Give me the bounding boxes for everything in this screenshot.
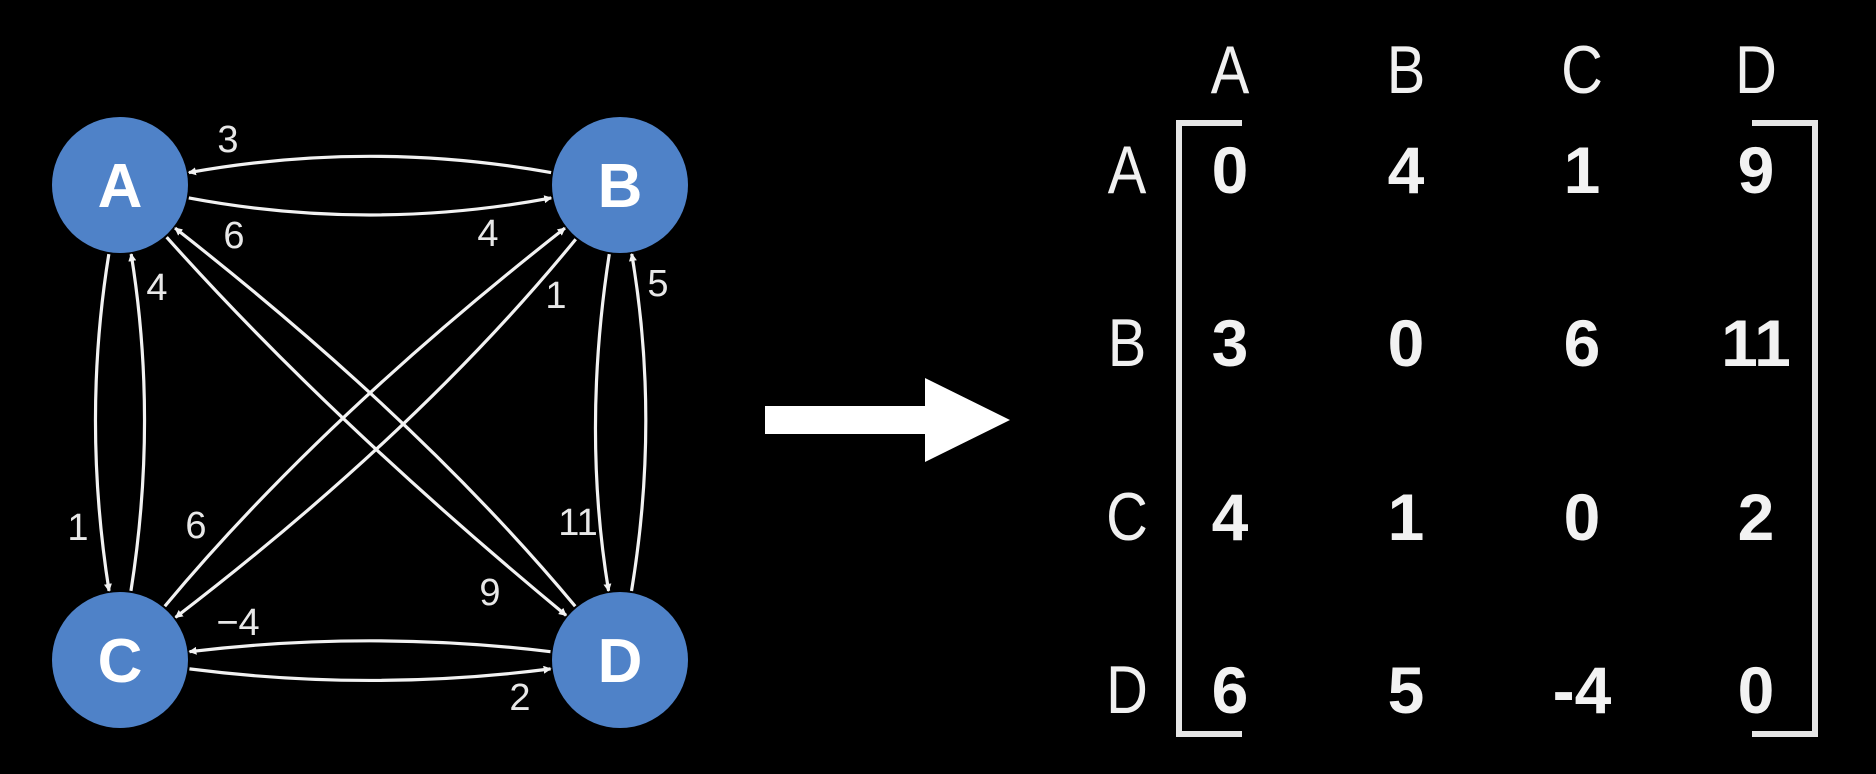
edge-weight-d-to-c: −4: [216, 602, 259, 644]
edge-d-to-a: [174, 226, 577, 608]
edge-d-to-b: [628, 253, 648, 592]
right-arrow-icon: [765, 378, 1010, 462]
matrix-left-bracket: [1176, 120, 1242, 737]
edge-weight-a-to-b: 4: [477, 213, 498, 255]
matrix-cell: 6: [1211, 653, 1249, 727]
row-header-b: B: [1107, 305, 1147, 381]
node-label-b: B: [598, 152, 643, 221]
matrix-right-bracket: [1752, 120, 1818, 737]
matrix-cell: 0: [1211, 133, 1249, 207]
node-c: [52, 592, 188, 728]
edge-b-to-c: [174, 238, 577, 619]
edge-c-to-a: [128, 253, 147, 592]
column-header-d: D: [1735, 32, 1777, 108]
matrix-cell: 0: [1387, 306, 1425, 380]
edge-d-to-c: [188, 639, 551, 655]
edge-weight-a-to-c: 1: [67, 507, 88, 549]
matrix-cell: 5: [1387, 653, 1425, 727]
edge-c-to-d: [189, 665, 552, 683]
edge-a-to-c: [93, 253, 112, 592]
node-d: [552, 592, 688, 728]
node-a: [52, 117, 188, 253]
edge-weight-c-to-a: 4: [146, 267, 167, 309]
edge-b-to-a: [187, 154, 552, 176]
matrix-cell: 0: [1563, 480, 1601, 554]
node-b: [552, 117, 688, 253]
column-header-c: C: [1561, 32, 1603, 108]
node-label-c: C: [98, 627, 143, 696]
edge-weight-a-to-d: 9: [479, 572, 500, 614]
row-header-a: A: [1107, 132, 1147, 208]
edge-weight-c-to-d: 2: [509, 677, 530, 719]
edge-weight-b-to-c: 6: [185, 505, 206, 547]
node-label-a: A: [98, 152, 143, 221]
matrix-cell: 6: [1563, 306, 1601, 380]
column-header-a: A: [1210, 32, 1250, 108]
matrix-cell: 0: [1737, 653, 1775, 727]
edge-a-to-b: [188, 195, 553, 217]
row-header-d: D: [1106, 652, 1148, 728]
matrix-cell: -4: [1552, 653, 1612, 727]
matrix-cell: 1: [1563, 133, 1601, 207]
matrix-cell: 4: [1211, 480, 1249, 554]
edge-a-to-d: [165, 236, 568, 617]
edge-weight-b-to-d: 11: [558, 502, 597, 544]
matrix-cell: 9: [1737, 133, 1775, 207]
edge-weight-b-to-a: 3: [217, 119, 238, 161]
matrix-cell: 11: [1721, 306, 1791, 380]
edge-c-to-b: [163, 226, 566, 608]
matrix-cell: 4: [1387, 133, 1425, 207]
edge-b-to-d: [593, 253, 612, 592]
matrix-cell: 2: [1737, 480, 1775, 554]
matrix-cell: 3: [1211, 306, 1249, 380]
row-header-c: C: [1106, 479, 1148, 555]
edge-weight-d-to-b: 5: [647, 263, 668, 305]
column-header-b: B: [1386, 32, 1426, 108]
node-label-d: D: [598, 627, 643, 696]
edge-weight-c-to-b: 1: [545, 275, 566, 317]
edge-weight-d-to-a: 6: [223, 215, 244, 257]
matrix-cell: 1: [1387, 480, 1425, 554]
